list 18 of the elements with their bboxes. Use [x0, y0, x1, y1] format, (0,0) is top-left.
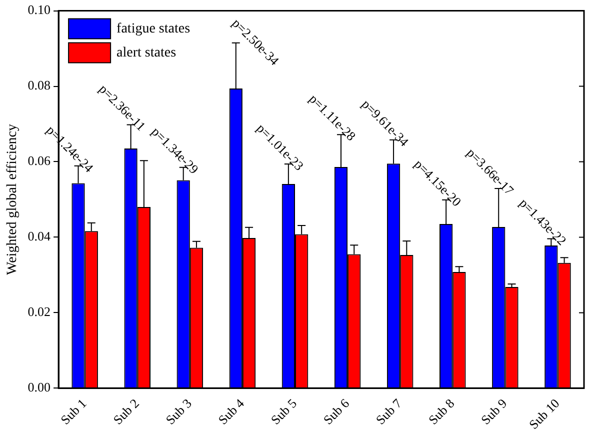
y-tick-label: 0.02 [28, 304, 51, 320]
x-tick-label: Sub 2 [110, 396, 142, 428]
y-tick-label: 0.08 [28, 78, 51, 93]
x-tick-label: Sub 9 [478, 396, 510, 428]
x-tick-label: Sub 6 [320, 395, 352, 428]
x-tick-label: Sub 7 [372, 395, 405, 428]
x-tick-label: Sub 4 [215, 395, 248, 428]
y-tick-label: 0.10 [28, 2, 51, 18]
x-tick-label: Sub 5 [268, 396, 300, 428]
x-tick-label: Sub 3 [162, 396, 194, 428]
legend-label: alert states [116, 45, 176, 60]
legend-label: fatigue states [116, 21, 190, 36]
y-tick-label: 0.00 [28, 380, 51, 395]
x-tick-label: Sub 1 [58, 396, 90, 428]
y-axis-title: Weighted global efficiency [5, 124, 20, 275]
x-tick-label: Sub 10 [526, 396, 562, 432]
x-tick-label: Sub 8 [425, 396, 458, 428]
y-tick-label: 0.04 [28, 228, 52, 244]
